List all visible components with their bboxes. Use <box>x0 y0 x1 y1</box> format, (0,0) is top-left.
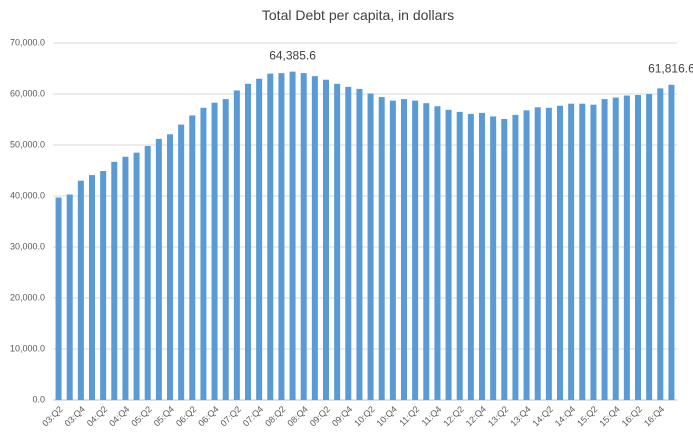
bar <box>334 83 341 401</box>
bar <box>77 180 84 400</box>
bar <box>267 73 274 400</box>
bar <box>456 111 463 400</box>
x-tick-label: 14:Q2 <box>531 404 555 428</box>
chart-title: Total Debt per capita, in dollars <box>262 7 454 23</box>
bar <box>490 116 497 400</box>
bar <box>144 146 151 400</box>
bar <box>122 156 129 400</box>
x-tick-label: 11:Q4 <box>420 404 444 428</box>
bar <box>579 103 586 400</box>
bar <box>311 76 318 401</box>
bar <box>556 105 564 400</box>
bar <box>155 138 162 400</box>
x-tick-label: 11:Q2 <box>397 404 421 428</box>
bar <box>445 109 452 400</box>
x-tick-label: 12:Q4 <box>464 404 488 428</box>
y-tick-label: 50,000.0 <box>10 139 45 149</box>
bar <box>434 106 441 401</box>
bar <box>512 114 519 400</box>
bar <box>211 102 218 401</box>
y-tick-label: 40,000.0 <box>10 190 45 200</box>
bar <box>233 90 240 401</box>
y-tick-label: 30,000.0 <box>10 241 45 251</box>
bar <box>300 73 307 400</box>
x-tick-label: 04:Q4 <box>107 404 131 428</box>
x-tick-label: 09:Q4 <box>330 404 354 428</box>
bar <box>189 115 196 401</box>
bar <box>178 124 185 400</box>
bar <box>322 79 330 400</box>
x-tick-label: 07:Q4 <box>241 404 265 428</box>
bar <box>111 161 118 400</box>
bar <box>133 152 140 400</box>
data-label: 64,385.6 <box>269 49 316 63</box>
bar <box>545 107 552 401</box>
bar <box>88 175 96 400</box>
bar <box>601 99 608 400</box>
x-tick-label: 06:Q2 <box>174 404 198 428</box>
x-tick-label: 15:Q2 <box>575 404 599 428</box>
bar <box>634 95 642 401</box>
x-tick-label: 06:Q4 <box>196 404 220 428</box>
bar <box>590 104 597 401</box>
bar <box>423 103 430 401</box>
x-tick-label: 10:Q4 <box>375 404 399 428</box>
bar <box>623 95 630 400</box>
bar <box>668 84 675 400</box>
bar <box>200 107 207 401</box>
bar <box>389 100 396 400</box>
x-tick-label: 07:Q2 <box>219 404 243 428</box>
x-tick-label: 16:Q4 <box>642 404 666 428</box>
x-tick-label: 05:Q4 <box>152 404 176 428</box>
x-tick-label: 10:Q2 <box>352 404 376 428</box>
bar <box>523 110 530 400</box>
bar <box>289 71 296 401</box>
bar <box>501 118 508 401</box>
x-tick-label: 03:Q2 <box>40 404 64 428</box>
y-tick-label: 0.0 <box>32 394 45 404</box>
bar <box>612 97 619 400</box>
bar <box>244 83 252 401</box>
bar <box>166 134 174 401</box>
x-tick-label: 13:Q2 <box>486 404 510 428</box>
x-tick-label: 12:Q2 <box>441 404 465 428</box>
x-tick-label: 13:Q4 <box>508 404 532 428</box>
y-tick-label: 10,000.0 <box>10 343 45 353</box>
bar <box>400 99 408 400</box>
x-tick-label: 16:Q2 <box>620 404 644 428</box>
bar <box>367 93 374 401</box>
x-tick-label: 04:Q2 <box>85 404 109 428</box>
x-tick-label: 15:Q4 <box>597 404 621 428</box>
bar <box>467 113 474 400</box>
bar <box>646 94 653 400</box>
bar <box>256 78 263 400</box>
bar <box>657 88 664 400</box>
x-tick-label: 08:Q2 <box>263 404 287 428</box>
y-tick-label: 70,000.0 <box>10 37 45 47</box>
x-tick-label: 14:Q4 <box>553 404 577 428</box>
x-tick-label: 05:Q2 <box>129 404 153 428</box>
bar <box>534 107 541 400</box>
bar <box>66 194 73 400</box>
bar <box>356 88 363 401</box>
bar <box>378 97 385 400</box>
bar <box>568 103 575 400</box>
bar <box>55 197 62 400</box>
y-tick-label: 60,000.0 <box>10 88 45 98</box>
x-tick-label: 09:Q2 <box>308 404 332 428</box>
bar <box>345 86 352 401</box>
data-label: 61,816.6 <box>648 62 693 76</box>
y-tick-label: 20,000.0 <box>10 292 45 302</box>
bar <box>478 112 486 401</box>
x-tick-label: 03:Q4 <box>63 404 87 428</box>
bar <box>222 99 229 400</box>
bar <box>100 171 107 400</box>
bar <box>412 100 419 400</box>
bar <box>278 73 285 400</box>
x-tick-label: 08:Q4 <box>285 404 309 428</box>
